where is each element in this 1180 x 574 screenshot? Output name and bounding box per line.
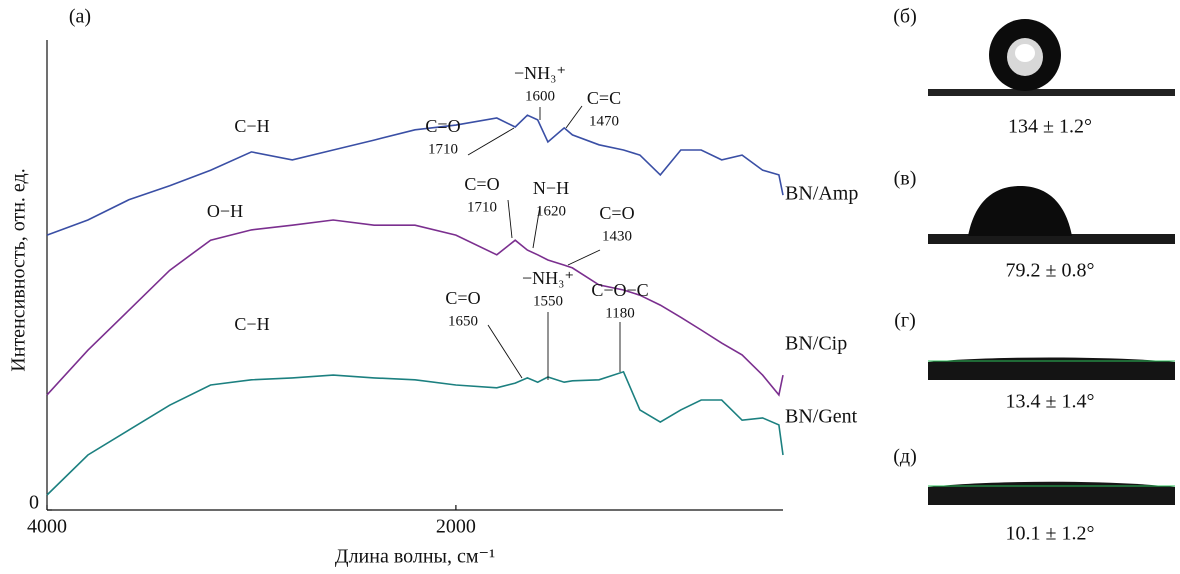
peak-wavenumber: 1600 (525, 88, 555, 104)
spectrum-line (46, 219, 784, 397)
peak-wavenumber: 1650 (448, 313, 478, 329)
peak-label: N−H (533, 178, 569, 198)
spectrum-line (46, 114, 784, 236)
leader-line (567, 249, 601, 266)
contact-angle: 134 ± 1.2° (1008, 116, 1092, 138)
peak-label: O−H (207, 201, 243, 221)
peak-label: C=O (425, 116, 460, 136)
contact-angle: 13.4 ± 1.4° (1006, 391, 1095, 413)
x-tick-label: 2000 (436, 516, 476, 538)
peak-label: C−O−C (591, 280, 648, 300)
peak-wavenumber: 1550 (533, 293, 563, 309)
image-label: (д) (893, 446, 917, 468)
peak-wavenumber: 1470 (589, 113, 619, 129)
x-axis-label: Длина волны, см⁻¹ (335, 546, 495, 568)
panel-label: (a) (69, 6, 91, 28)
y-tick-label: 0 (29, 492, 39, 514)
series-label: BN/Gent (785, 406, 858, 428)
peak-label: −NH₃⁺ (514, 63, 566, 83)
contact-angle: 10.1 ± 1.2° (1006, 523, 1095, 545)
peak-wavenumber: 1180 (605, 305, 634, 321)
peak-label: C−H (234, 116, 269, 136)
droplet-images (928, 19, 1175, 505)
peak-label: C−H (234, 314, 269, 334)
leader-line (507, 199, 513, 239)
series-label: BN/Amp (785, 183, 858, 205)
leader-line (487, 324, 523, 379)
peak-label: C=O (599, 203, 634, 223)
peak-label: C=C (587, 88, 621, 108)
leader-line (532, 205, 541, 249)
image-label: (б) (893, 6, 917, 28)
leader-line (467, 127, 515, 156)
image-label: (г) (894, 310, 916, 332)
peak-wavenumber: 1710 (467, 199, 497, 215)
leader-line (565, 105, 583, 129)
peak-wavenumber: 1430 (602, 228, 632, 244)
contact-angle: 79.2 ± 0.8° (1006, 260, 1095, 282)
peak-label: C=O (445, 288, 480, 308)
peak-label: −NH₃⁺ (522, 268, 574, 288)
series-label: BN/Cip (785, 333, 847, 355)
peak-wavenumber: 1710 (428, 141, 458, 157)
peak-label: C=O (464, 174, 499, 194)
peak-wavenumber: 1620 (536, 203, 566, 219)
x-tick-label: 4000 (27, 516, 67, 538)
y-axis-label: Интенсивность, отн. ед. (8, 168, 30, 371)
image-label: (в) (894, 168, 917, 190)
spectrum-line (46, 370, 784, 496)
